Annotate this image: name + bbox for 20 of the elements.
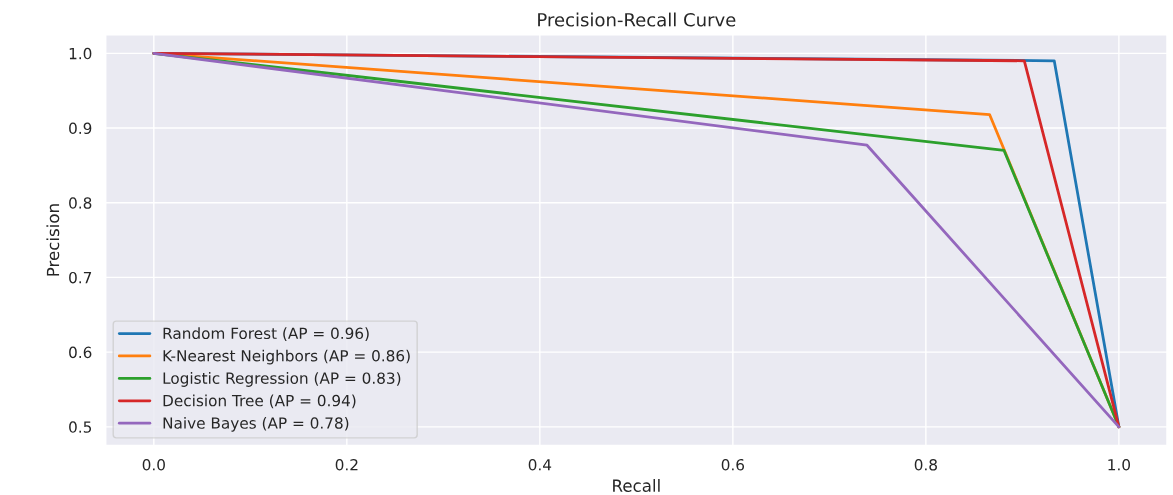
legend-label: Decision Tree (AP = 0.94) [163, 394, 356, 409]
y-tick-label: 1.0 [69, 47, 92, 60]
x-tick-label: 0.6 [721, 458, 745, 471]
legend-label: Naive Bayes (AP = 0.78) [163, 416, 349, 432]
x-tick-label: 0.4 [528, 458, 552, 471]
y-tick-label: 0.7 [69, 271, 92, 284]
legend-label: Random Forest (AP = 0.96) [163, 327, 369, 341]
x-axis-title: Recall [613, 479, 660, 492]
legend-label: K-Nearest Neighbors (AP = 0.86) [163, 349, 410, 365]
y-tick-label: 0.6 [69, 346, 92, 359]
y-tick-label: 0.9 [69, 122, 92, 135]
y-axis-title: Precision [46, 204, 60, 276]
legend-label: Logistic Regression (AP = 0.83) [163, 372, 401, 387]
chart-title: Precision-Recall Curve [538, 12, 736, 27]
x-tick-label: 0.8 [914, 458, 937, 471]
x-tick-label: 0.2 [335, 458, 358, 471]
y-tick-label: 0.5 [69, 421, 92, 433]
x-tick-label: 0.0 [142, 458, 165, 471]
y-tick-label: 0.8 [69, 197, 92, 209]
x-tick-label: 1.0 [1108, 458, 1131, 471]
